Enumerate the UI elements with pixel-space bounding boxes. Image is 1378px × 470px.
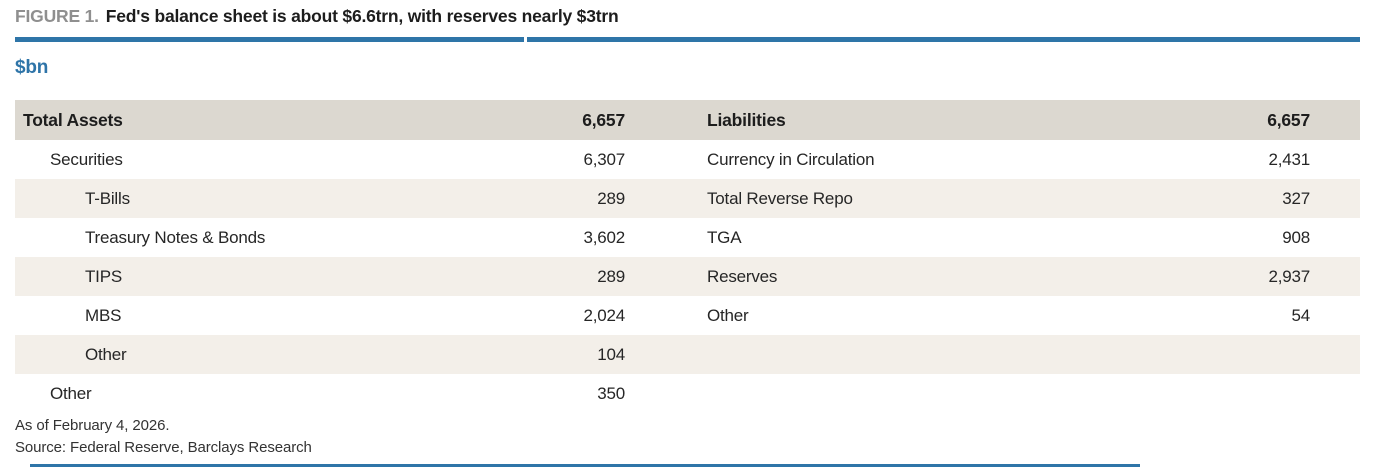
liabilities-header-label: Liabilities <box>707 109 786 130</box>
asset-row-value: 6,307 <box>583 149 625 169</box>
table-row: Other 350 <box>15 374 1360 413</box>
asset-row-label: Other <box>50 383 92 403</box>
liability-row-label: Currency in Circulation <box>707 149 875 169</box>
asset-row-label: T-Bills <box>85 188 130 208</box>
liability-row-value: 2,431 <box>1268 149 1310 169</box>
table-header-row: Total Assets 6,657 Liabilities 6,657 <box>15 100 1360 140</box>
top-rule-right-segment <box>527 37 1360 42</box>
as-of-note: As of February 4, 2026. <box>15 417 170 434</box>
asset-row-value: 3,602 <box>583 227 625 247</box>
liability-row-label: Total Reverse Repo <box>707 188 853 208</box>
table-row: Treasury Notes & Bonds 3,602 TGA 908 <box>15 218 1360 257</box>
table-row: Securities 6,307 Currency in Circulation… <box>15 140 1360 179</box>
liability-row-label: Other <box>707 305 749 325</box>
table-row: MBS 2,024 Other 54 <box>15 296 1360 335</box>
units-label: $bn <box>15 57 49 78</box>
asset-row-label: TIPS <box>85 266 122 286</box>
top-rule-gap <box>524 37 527 42</box>
table-row: Other 104 <box>15 335 1360 374</box>
asset-row-label: Treasury Notes & Bonds <box>85 227 266 247</box>
table-row: TIPS 289 Reserves 2,937 <box>15 257 1360 296</box>
bottom-divider-rule <box>30 464 1140 467</box>
liability-row-value: 54 <box>1291 305 1310 325</box>
source-note: Source: Federal Reserve, Barclays Resear… <box>15 439 312 456</box>
liability-row-value: 2,937 <box>1268 266 1310 286</box>
top-divider-rule <box>15 37 1360 42</box>
asset-row-label: MBS <box>85 305 122 325</box>
figure-heading: FIGURE 1. Fed's balance sheet is about $6… <box>15 6 619 27</box>
figure-number-label: FIGURE 1. <box>15 6 99 26</box>
top-rule-left-segment <box>15 37 524 42</box>
asset-row-value: 104 <box>597 344 625 364</box>
figure-title: Fed's balance sheet is about $6.6trn, wi… <box>105 6 619 26</box>
liability-row-value: 327 <box>1282 188 1310 208</box>
asset-row-value: 289 <box>597 266 625 286</box>
footer-notes: As of February 4, 2026. Source: Federal … <box>15 415 312 459</box>
balance-sheet-table: Total Assets 6,657 Liabilities 6,657 Sec… <box>15 100 1360 413</box>
liability-row-label: TGA <box>707 227 742 247</box>
assets-header-value: 6,657 <box>582 109 625 130</box>
liability-row-value: 908 <box>1282 227 1310 247</box>
asset-row-label: Other <box>85 344 127 364</box>
asset-row-value: 2,024 <box>583 305 625 325</box>
assets-header-label: Total Assets <box>23 109 123 130</box>
liabilities-header-value: 6,657 <box>1267 109 1310 130</box>
asset-row-label: Securities <box>50 149 123 169</box>
table-row: T-Bills 289 Total Reverse Repo 327 <box>15 179 1360 218</box>
asset-row-value: 350 <box>597 383 625 403</box>
liability-row-label: Reserves <box>707 266 778 286</box>
asset-row-value: 289 <box>597 188 625 208</box>
